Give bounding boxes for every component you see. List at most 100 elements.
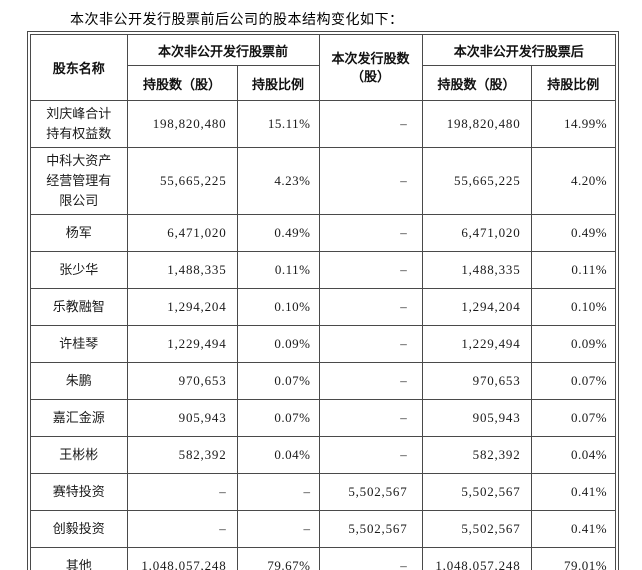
table-row: 杨军 6,471,020 0.49% –6,471,020 0.49% <box>31 214 616 252</box>
shareholder-name-cell: 许桂琴 <box>31 325 128 363</box>
header-after-ratio: 持股比例 <box>531 65 616 101</box>
before-shares-cell: 1,048,057,248 <box>127 547 238 570</box>
header-issued-line1: 本次发行股数 <box>331 50 410 66</box>
after-shares-cell: 55,665,225 <box>422 147 532 215</box>
after-shares-cell: 5,502,567 <box>422 473 532 511</box>
issued-shares-cell: – <box>319 362 423 400</box>
shareholder-name-cell: 创毅投资 <box>31 510 128 548</box>
after-shares-cell: 5,502,567 <box>422 510 532 548</box>
before-ratio-cell: 0.10% <box>237 288 320 326</box>
before-ratio-cell: 0.09% <box>237 325 320 363</box>
after-ratio-cell: 0.04% <box>531 436 616 474</box>
after-shares-cell: 1,488,335 <box>422 251 532 289</box>
before-shares-cell: 905,943 <box>127 399 238 437</box>
header-before-shares: 持股数（股） <box>127 65 238 101</box>
before-ratio-cell: 0.07% <box>237 362 320 400</box>
table-row: 许桂琴 1,229,494 0.09% –1,229,494 0.09% <box>31 325 616 363</box>
before-shares-cell: – <box>127 510 238 548</box>
shareholder-name-cell: 王彬彬 <box>31 436 128 474</box>
header-issued-line2: （股） <box>351 68 391 84</box>
table-row: 赛特投资 – –5,502,567 5,502,567 0.41% <box>31 473 616 511</box>
before-shares-cell: – <box>127 473 238 511</box>
before-ratio-cell: 0.49% <box>237 214 320 252</box>
table-row: 乐教融智 1,294,204 0.10% –1,294,204 0.10% <box>31 288 616 326</box>
before-ratio-cell: 0.04% <box>237 436 320 474</box>
after-shares-cell: 970,653 <box>422 362 532 400</box>
before-ratio-cell: 4.23% <box>237 147 320 215</box>
document-title: 本次非公开发行股票前后公司的股本结构变化如下： <box>70 13 404 28</box>
header-before-issue-group: 本次非公开发行股票前 <box>127 35 320 66</box>
before-shares-cell: 582,392 <box>127 436 238 474</box>
shareholder-name-cell: 中科大资产经营管理有限公司 <box>31 147 128 215</box>
before-shares-cell: 1,294,204 <box>127 288 238 326</box>
after-ratio-cell: 14.99% <box>531 100 616 148</box>
shareholder-name-cell: 赛特投资 <box>31 473 128 511</box>
shareholder-name-cell: 杨军 <box>31 214 128 252</box>
table-row: 朱鹏 970,653 0.07% –970,653 0.07% <box>31 362 616 400</box>
shareholder-name-cell: 其他 <box>31 547 128 570</box>
issued-shares-cell: 5,502,567 <box>319 510 423 548</box>
after-shares-cell: 198,820,480 <box>422 100 532 148</box>
after-ratio-cell: 79.01% <box>531 547 616 570</box>
issued-shares-cell: – <box>319 325 423 363</box>
after-ratio-cell: 0.07% <box>531 399 616 437</box>
after-shares-cell: 1,229,494 <box>422 325 532 363</box>
table-header: 股东名称 本次非公开发行股票前 本次发行股数 （股） 本次非公开发行股票后 持股… <box>31 35 616 101</box>
before-ratio-cell: 0.07% <box>237 399 320 437</box>
after-shares-cell: 905,943 <box>422 399 532 437</box>
header-before-ratio: 持股比例 <box>237 65 320 101</box>
after-ratio-cell: 0.49% <box>531 214 616 252</box>
table-row: 中科大资产经营管理有限公司 55,665,225 4.23% –55,665,225 4… <box>31 147 616 215</box>
header-issued-shares: 本次发行股数 （股） <box>319 35 423 101</box>
after-ratio-cell: 0.10% <box>531 288 616 326</box>
table-row: 王彬彬 582,392 0.04% –582,392 0.04% <box>31 436 616 474</box>
shareholder-name-cell: 刘庆峰合计持有权益数 <box>31 100 128 148</box>
issued-shares-cell: – <box>319 288 423 326</box>
table-row: 其他 1,048,057,248 79.67% –1,048,057,248 79.01… <box>31 547 616 570</box>
before-ratio-cell: – <box>237 473 320 511</box>
before-shares-cell: 6,471,020 <box>127 214 238 252</box>
table-row: 刘庆峰合计持有权益数 198,820,480 15.11% –198,820,480 1… <box>31 100 616 148</box>
after-shares-cell: 582,392 <box>422 436 532 474</box>
shareholder-name-cell: 嘉汇金源 <box>31 399 128 437</box>
header-after-issue-group: 本次非公开发行股票后 <box>422 35 616 66</box>
after-shares-cell: 6,471,020 <box>422 214 532 252</box>
after-ratio-cell: 4.20% <box>531 147 616 215</box>
after-ratio-cell: 0.09% <box>531 325 616 363</box>
share-structure-table: 股东名称 本次非公开发行股票前 本次发行股数 （股） 本次非公开发行股票后 持股… <box>27 31 620 570</box>
after-ratio-cell: 0.41% <box>531 473 616 511</box>
issued-shares-cell: – <box>319 251 423 289</box>
after-shares-cell: 1,294,204 <box>422 288 532 326</box>
issued-shares-cell: – <box>319 100 423 148</box>
after-shares-cell: 1,048,057,248 <box>422 547 532 570</box>
issued-shares-cell: – <box>319 436 423 474</box>
table-row: 张少华 1,488,335 0.11% –1,488,335 0.11% <box>31 251 616 289</box>
before-shares-cell: 55,665,225 <box>127 147 238 215</box>
header-after-shares: 持股数（股） <box>422 65 532 101</box>
before-ratio-cell: – <box>237 510 320 548</box>
table-body: 刘庆峰合计持有权益数 198,820,480 15.11% –198,820,480 1… <box>31 100 616 570</box>
after-ratio-cell: 0.07% <box>531 362 616 400</box>
issued-shares-cell: – <box>319 547 423 570</box>
before-ratio-cell: 0.11% <box>237 251 320 289</box>
after-ratio-cell: 0.41% <box>531 510 616 548</box>
shareholder-name-cell: 张少华 <box>31 251 128 289</box>
issued-shares-cell: – <box>319 399 423 437</box>
before-ratio-cell: 15.11% <box>237 100 320 148</box>
issued-shares-cell: 5,502,567 <box>319 473 423 511</box>
issued-shares-cell: – <box>319 214 423 252</box>
table-row: 创毅投资 – –5,502,567 5,502,567 0.41% <box>31 510 616 548</box>
before-shares-cell: 970,653 <box>127 362 238 400</box>
table-row: 嘉汇金源 905,943 0.07% –905,943 0.07% <box>31 399 616 437</box>
share-structure-table-grid: 股东名称 本次非公开发行股票前 本次发行股数 （股） 本次非公开发行股票后 持股… <box>31 35 616 570</box>
before-shares-cell: 1,229,494 <box>127 325 238 363</box>
before-ratio-cell: 79.67% <box>237 547 320 570</box>
before-shares-cell: 1,488,335 <box>127 251 238 289</box>
shareholder-name-cell: 乐教融智 <box>31 288 128 326</box>
before-shares-cell: 198,820,480 <box>127 100 238 148</box>
header-shareholder-name: 股东名称 <box>31 35 128 101</box>
after-ratio-cell: 0.11% <box>531 251 616 289</box>
issued-shares-cell: – <box>319 147 423 215</box>
shareholder-name-cell: 朱鹏 <box>31 362 128 400</box>
